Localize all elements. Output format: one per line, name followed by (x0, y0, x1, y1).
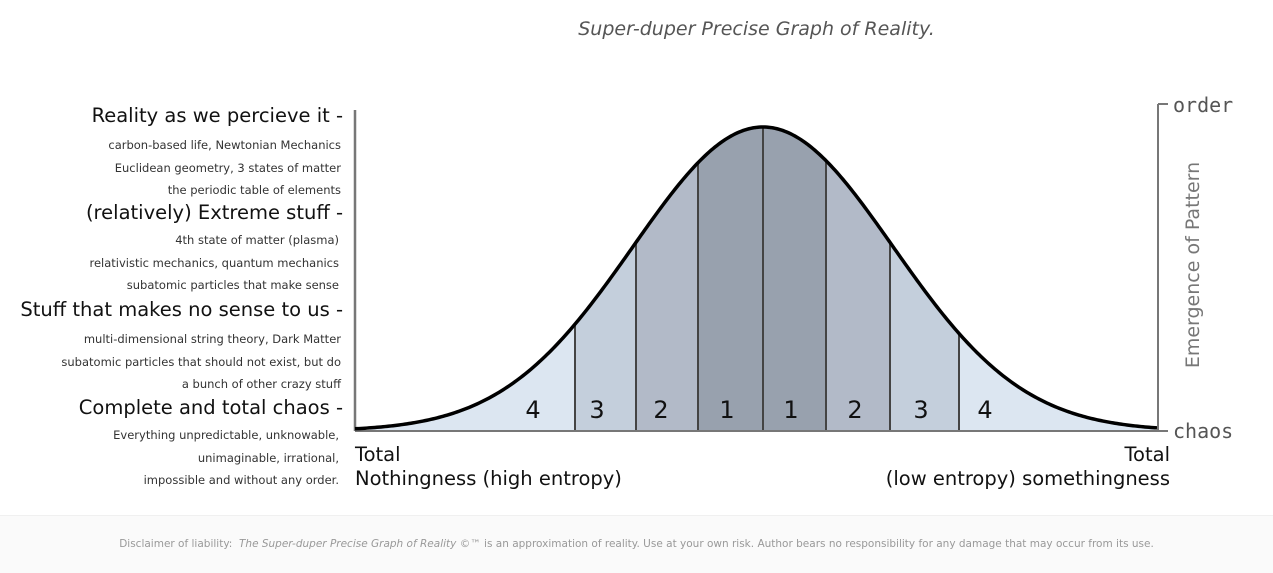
bottom-right-line-2: (low entropy) somethingness (885, 467, 1170, 490)
curve-band-3 (636, 162, 698, 431)
detail-line: relativistic mechanics, quantum mechanic… (89, 255, 339, 270)
chaos-label: chaos (1173, 419, 1234, 443)
band-label-5: 1 (783, 396, 798, 424)
detail-line: Everything unpredictable, unknowable, (113, 428, 339, 442)
band-label-6: 2 (847, 396, 862, 424)
total-nothingness-label: Total Nothingness (high entropy) (355, 443, 622, 491)
emergence-of-pattern-label: Emergence of Pattern (1182, 161, 1204, 369)
detail-line: Euclidean geometry, 3 states of matter (114, 160, 341, 175)
detail-line: a bunch of other crazy stuff (181, 377, 341, 391)
total-somethingness-label: Total (low entropy) somethingness (886, 443, 1170, 491)
level-reality-details: carbon-based life, Newtonian Mechanics E… (108, 134, 341, 202)
curve-band-1 (370, 324, 575, 431)
curve-band-5 (763, 127, 826, 431)
band-number-labels: 4 3 2 1 1 2 3 4 (525, 396, 992, 424)
curve-band-4 (698, 127, 763, 431)
level-chaos-details: Everything unpredictable, unknowable, un… (113, 424, 339, 492)
detail-line: subatomic particles that should not exis… (61, 354, 341, 369)
band-label-3: 2 (653, 396, 668, 424)
bottom-left-line-2: Nothingness (high entropy) (355, 467, 622, 490)
band-label-4: 1 (719, 396, 734, 424)
level-extreme-label: (relatively) Extreme stuff - (85, 201, 343, 224)
band-label-7: 3 (913, 396, 928, 424)
detail-line: multi-dimensional string theory, Dark Ma… (83, 332, 341, 346)
disclaimer-graph-name: The Super-duper Precise Graph of Reality (239, 538, 457, 550)
band-label-8: 4 (977, 396, 992, 424)
detail-line: impossible and without any order. (143, 473, 339, 487)
level-nonsense-label: Stuff that makes no sense to us - (20, 298, 343, 321)
curve-band-6 (826, 160, 890, 431)
bottom-right-line-1: Total (1124, 443, 1170, 466)
curve-band-2 (575, 242, 636, 431)
detail-line: 4th state of matter (plasma) (175, 233, 339, 247)
level-chaos-label: Complete and total chaos - (78, 396, 343, 419)
graph-title: Super-duper Precise Graph of Reality. (578, 18, 935, 40)
bell-curve-line (354, 125, 1158, 431)
detail-line: subatomic particles that make sense (126, 278, 339, 292)
disclaimer-text: ©™ is an approximation of reality. Use a… (459, 538, 1154, 550)
band-label-2: 3 (589, 396, 604, 424)
disclaimer-prefix: Disclaimer of liability: (119, 538, 233, 550)
curve-band-8 (959, 333, 1155, 431)
band-label-1: 4 (525, 396, 540, 424)
detail-line: unimaginable, irrational, (197, 450, 339, 465)
disclaimer-footer: Disclaimer of liability: The Super-duper… (0, 515, 1273, 573)
curve-bands (370, 127, 1155, 431)
curve-band-7 (890, 242, 959, 431)
bottom-left-line-1: Total (355, 443, 401, 466)
level-extreme-details: 4th state of matter (plasma) relativisti… (89, 229, 339, 297)
order-label: order (1173, 93, 1234, 117)
level-reality-label: Reality as we percieve it - (91, 104, 343, 127)
detail-line: carbon-based life, Newtonian Mechanics (108, 138, 341, 152)
level-nonsense-details: multi-dimensional string theory, Dark Ma… (61, 328, 341, 396)
detail-line: the periodic table of elements (167, 183, 341, 197)
band-dividers (574, 127, 960, 431)
